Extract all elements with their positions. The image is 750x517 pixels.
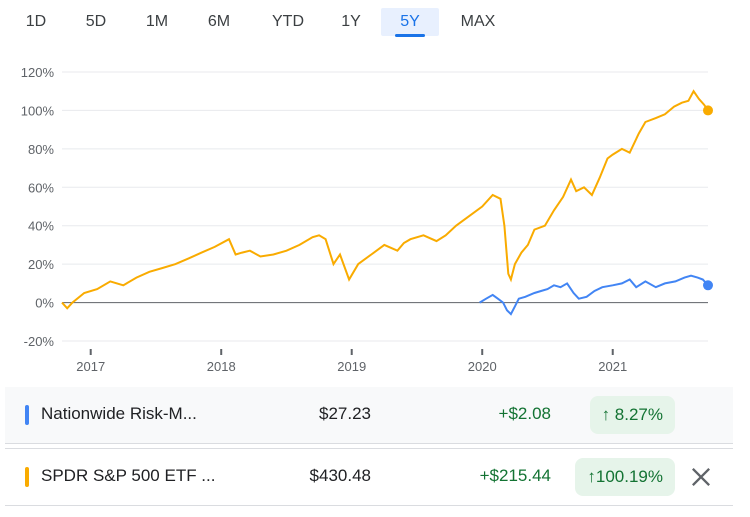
- y-tick-label: 60%: [28, 180, 54, 195]
- tab-1y[interactable]: 1Y: [341, 13, 361, 30]
- fund-change: +$215.44: [479, 466, 551, 485]
- series-end-dot-nationwide: [703, 280, 713, 291]
- arrow-up-icon: ↑: [587, 467, 596, 486]
- tab-5d[interactable]: 5D: [85, 13, 107, 30]
- x-axis-ticks: 2017 2018 2019 2020 2021: [76, 349, 627, 374]
- chart-grid: [62, 71, 708, 342]
- comparison-table: Nationwide Risk-M... $27.23 +$2.08 ↑ 8.2…: [5, 387, 733, 510]
- x-tick-label: 2021: [598, 359, 627, 374]
- series-line-nationwide: [479, 274, 709, 316]
- y-tick-label: 100%: [21, 103, 55, 118]
- y-tick-label: 20%: [28, 257, 54, 272]
- x-tick-label: 2020: [468, 359, 497, 374]
- close-icon[interactable]: [687, 463, 715, 491]
- tab-ytd[interactable]: YTD: [272, 13, 304, 30]
- percent-change-value: 100.19%: [595, 467, 663, 486]
- comparison-chart: 120%100%80%60%40%20%0%-20% 2017 2018 2019 2…: [21, 65, 713, 374]
- percent-change-badge: ↑ 8.27%: [589, 396, 675, 434]
- fund-price: $27.23: [319, 404, 371, 423]
- series-line-spy: [61, 89, 709, 310]
- tab-1d[interactable]: 1D: [25, 13, 47, 30]
- y-axis-ticks: 120% 100% 80% 60% 40% 20% 0% -20%: [21, 65, 55, 349]
- fund-price: $430.48: [309, 466, 371, 485]
- x-tick-label: 2018: [207, 359, 236, 374]
- x-tick-label: 2017: [76, 359, 105, 374]
- y-tick-label: 80%: [28, 142, 54, 157]
- series-end-dot-spy: [703, 105, 713, 116]
- arrow-up-icon: ↑: [601, 405, 611, 424]
- fund-change: +$2.08: [498, 404, 551, 423]
- y-tick-label: -20%: [24, 334, 55, 349]
- series-color-swatch: [25, 467, 29, 487]
- tab-max[interactable]: MAX: [460, 13, 496, 30]
- percent-change-value: 8.27%: [614, 405, 663, 424]
- fund-name: Nationwide Risk-M...: [41, 404, 197, 423]
- y-tick-label: 0%: [35, 296, 54, 311]
- series-color-swatch: [25, 405, 29, 425]
- tab-5y[interactable]: 5Y: [381, 8, 439, 37]
- x-tick-label: 2019: [337, 359, 366, 374]
- table-row-nationwide[interactable]: Nationwide Risk-M... $27.23 +$2.08 ↑ 8.2…: [5, 387, 733, 444]
- fund-name: SPDR S&P 500 ETF ...: [41, 466, 216, 485]
- y-tick-label: 120%: [21, 65, 55, 80]
- table-row-spy[interactable]: SPDR S&P 500 ETF ... $430.48 +$215.44 ↑1…: [5, 448, 733, 506]
- percent-change-badge: ↑100.19%: [575, 458, 675, 496]
- y-tick-label: 40%: [28, 219, 54, 234]
- tab-6m[interactable]: 6M: [207, 13, 231, 30]
- range-tabs: 1D 5D 1M 6M YTD 1Y 5Y MAX: [0, 0, 750, 44]
- tab-1m[interactable]: 1M: [145, 13, 169, 30]
